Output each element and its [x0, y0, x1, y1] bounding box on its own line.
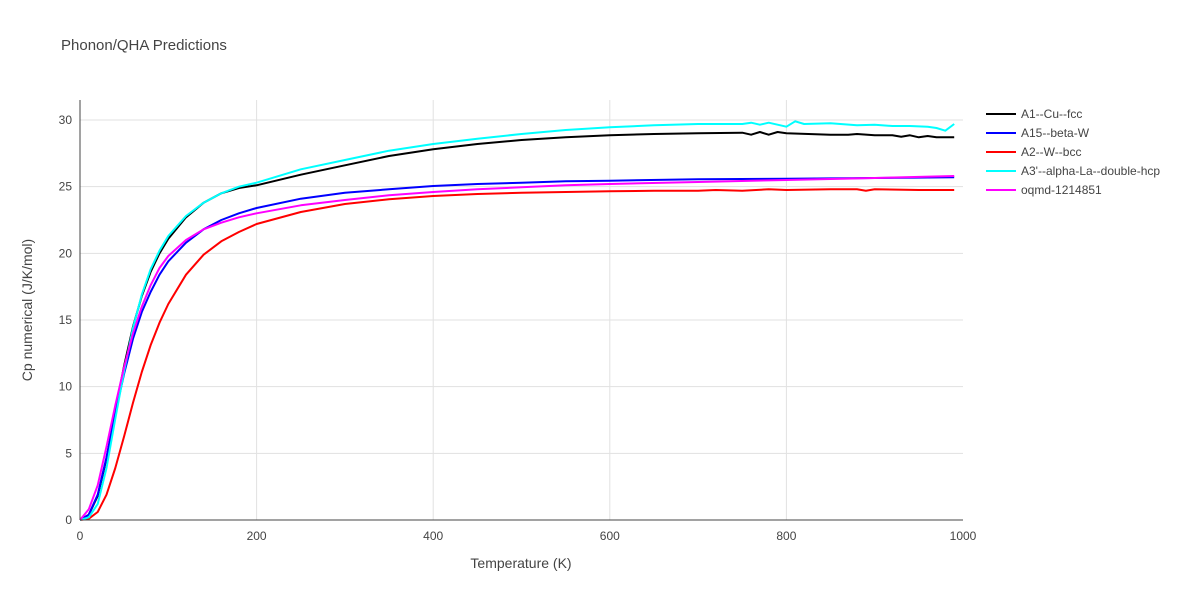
x-tick-labels: 0 200 400 600 800 1000	[77, 529, 977, 543]
legend-label: A1--Cu--fcc	[1021, 107, 1082, 121]
y-tick-labels: 0 5 10 15 20 25 30	[59, 113, 73, 527]
y-tick-label: 10	[59, 380, 73, 394]
y-tick-label: 5	[65, 446, 72, 460]
y-tick-label: 20	[59, 246, 73, 260]
x-tick-label: 600	[600, 529, 620, 543]
plot-area	[79, 120, 955, 521]
x-tick-label: 800	[776, 529, 796, 543]
chart-title: Phonon/QHA Predictions	[61, 37, 227, 54]
x-axis-title: Temperature (K)	[470, 555, 571, 571]
y-tick-label: 25	[59, 180, 73, 194]
x-tick-label: 0	[77, 529, 84, 543]
y-tick-label: 30	[59, 113, 73, 127]
series-line-5	[79, 175, 955, 521]
y-axis-title: Cp numerical (J/K/mol)	[19, 239, 35, 381]
x-tick-label: 400	[423, 529, 443, 543]
x-grid	[256, 100, 787, 520]
series-line-2	[79, 176, 955, 521]
y-tick-label: 15	[59, 313, 73, 327]
legend-label: A2--W--bcc	[1021, 145, 1081, 159]
series-line-3	[79, 188, 955, 521]
series-line-4	[79, 120, 955, 521]
x-tick-label: 1000	[950, 529, 977, 543]
y-tick-label: 0	[65, 513, 72, 527]
y-grid	[80, 119, 963, 454]
x-tick-label: 200	[247, 529, 267, 543]
legend-label: oqmd-1214851	[1021, 183, 1102, 197]
legend: A1--Cu--fcc A15--beta-W A2--W--bcc A3'--alp…	[986, 107, 1160, 197]
legend-label: A3'--alpha-La--double-hcp	[1021, 164, 1160, 178]
legend-label: A15--beta-W	[1021, 126, 1090, 140]
